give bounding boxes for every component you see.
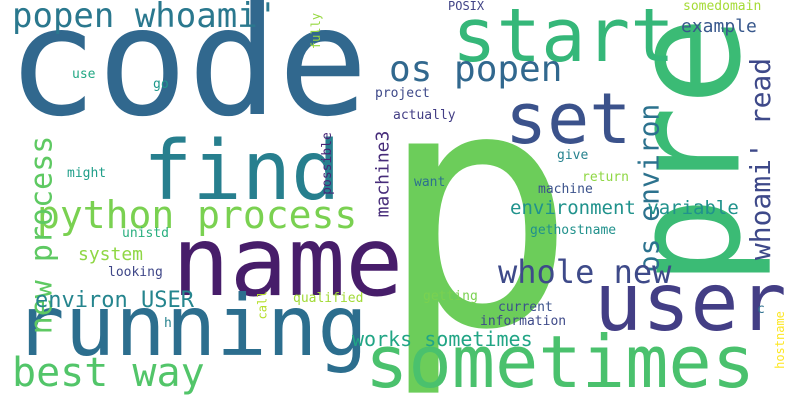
word-unistd: unistd [122,226,169,241]
word-example: example [681,16,757,37]
word-information: information [480,314,567,329]
word-set: set [505,78,632,160]
word-sometimes: sometimes [365,320,756,400]
word-actually: actually [393,108,456,123]
word-p: p [378,18,577,400]
word-machine3: machine3 [372,130,394,218]
word-posix: POSIX [448,0,485,13]
word-popen-whoami: popen whoami' [12,0,279,36]
word-looking: looking [108,265,163,280]
word-os-environ: os environ [632,103,666,273]
word-getting: getting [423,289,478,304]
word-best-way: best way [12,350,205,396]
word-code: code [7,0,369,150]
word-environment-variable: environment variable [510,197,739,219]
word-use: use [72,67,96,82]
word-os-popen: os popen [389,49,563,90]
word-environ-user: environ USER [35,288,194,313]
word-return: return [582,170,629,185]
word-user: user [594,256,787,349]
word-machine: machine [538,182,593,197]
word-c: c [757,302,765,317]
word-might: might [67,166,107,181]
word-call: call [255,290,270,320]
word-want: want [414,175,446,190]
word-somedomain: somedomain [683,0,762,14]
word-fully: fully [309,12,324,50]
word-system: system [78,244,144,265]
word-whole-new: whole new [498,253,672,291]
word-hostname: hostname [772,311,787,369]
word-current: current [498,300,553,315]
word-start: start [452,0,675,79]
word-go: go [153,77,169,92]
word-give: give [557,148,589,163]
word-python-process: python process [37,193,358,237]
word-find: find [143,124,341,219]
word-whoami-read: whoami' read [744,57,778,261]
word-project: project [375,86,430,101]
word-works-sometimes: works sometimes [352,327,533,351]
word-running: running [14,277,369,375]
word-possible: possible [319,132,335,195]
word-name: name [172,206,404,318]
word-qualified: qualified [293,291,364,306]
word-h: h [164,316,172,331]
word-gethostname: gethostname [530,223,617,238]
